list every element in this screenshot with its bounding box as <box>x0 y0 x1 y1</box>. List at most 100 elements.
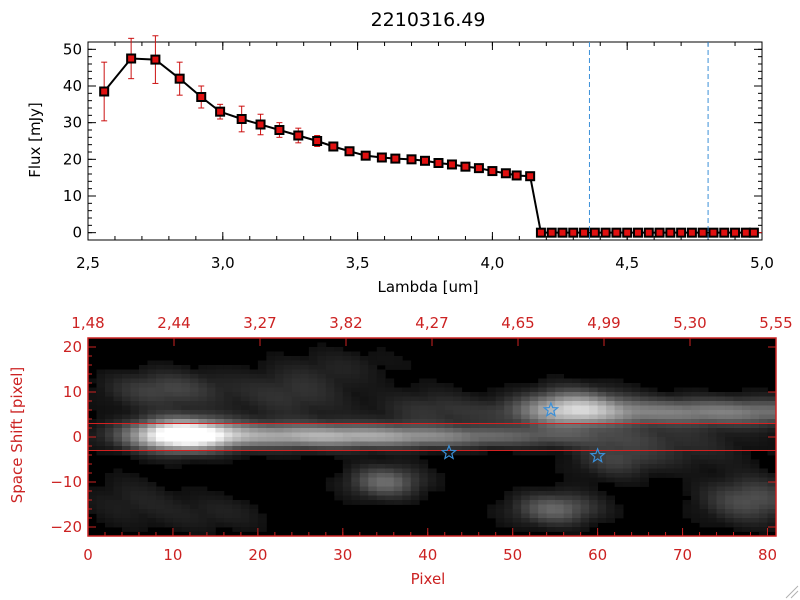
image-pixel <box>521 396 531 402</box>
top-tick-label: 3,82 <box>329 314 362 332</box>
image-pixel <box>674 428 683 433</box>
image-pixel <box>283 374 293 379</box>
image-pixel <box>121 495 131 501</box>
image-pixel <box>767 518 777 523</box>
image-pixel <box>733 405 743 411</box>
image-pixel <box>215 365 225 370</box>
image-pixel <box>300 419 310 424</box>
image-pixel <box>393 491 403 496</box>
image-pixel <box>215 504 225 510</box>
image-pixel <box>88 401 97 406</box>
image-pixel <box>189 459 199 465</box>
image-pixel <box>640 414 649 420</box>
image-pixel <box>376 455 386 460</box>
resize-grip[interactable] <box>785 585 799 599</box>
image-pixel <box>597 410 607 415</box>
image-pixel <box>708 423 717 429</box>
image-pixel <box>589 441 599 447</box>
image-pixel <box>121 437 131 442</box>
image-pixel <box>674 401 683 406</box>
image-pixel <box>597 423 607 429</box>
image-pixel <box>385 428 395 433</box>
image-pixel <box>181 423 191 429</box>
image-pixel <box>325 450 335 456</box>
data-point <box>344 146 355 157</box>
image-pixel <box>538 414 548 420</box>
image-pixel <box>555 419 565 424</box>
image-pixel <box>96 414 106 420</box>
image-pixel <box>155 437 165 442</box>
image-pixel <box>385 360 395 366</box>
image-pixel <box>759 414 768 420</box>
image-pixel <box>546 378 556 384</box>
image-pixel <box>172 423 182 429</box>
image-pixel <box>733 527 743 532</box>
image-pixel <box>308 396 318 402</box>
image-pixel <box>368 455 378 460</box>
image-pixel <box>138 414 148 420</box>
image-pixel <box>623 401 632 406</box>
image-pixel <box>232 518 242 523</box>
image-pixel <box>351 477 361 483</box>
image-pixel <box>317 401 327 406</box>
image-pixel <box>215 383 225 388</box>
image-pixel <box>461 401 471 406</box>
image-pixel <box>674 414 683 420</box>
image-pixel <box>283 414 293 420</box>
image-pixel <box>580 459 590 465</box>
image-pixel <box>155 365 165 370</box>
image-pixel <box>232 365 242 370</box>
image-pixel <box>325 477 335 483</box>
image-pixel <box>606 414 616 420</box>
image-pixel <box>572 500 582 505</box>
image-pixel <box>198 419 208 424</box>
image-pixel <box>147 396 157 402</box>
image-pixel <box>580 482 590 487</box>
image-pixel <box>767 392 777 397</box>
image-pixel <box>138 374 148 379</box>
image-pixel <box>580 441 590 447</box>
image-pixel <box>410 419 420 424</box>
image-pixel <box>759 437 768 442</box>
image-pixel <box>572 513 582 519</box>
image-pixel <box>198 369 208 375</box>
image-pixel <box>750 437 760 442</box>
image-pixel <box>461 396 471 402</box>
image-pixel <box>580 387 590 393</box>
image-pixel <box>317 351 327 357</box>
image-pixel <box>104 432 114 438</box>
image-pixel <box>385 446 395 451</box>
image-pixel <box>181 527 191 532</box>
image-pixel <box>223 374 233 379</box>
image-pixel <box>147 504 157 510</box>
image-pixel <box>351 365 361 370</box>
image-pixel <box>623 477 632 483</box>
image-pixel <box>453 419 463 424</box>
image-pixel <box>623 464 632 469</box>
image-pixel <box>96 428 106 433</box>
image-pixel <box>155 419 165 424</box>
image-pixel <box>240 414 250 420</box>
image-pixel <box>453 423 463 429</box>
image-pixel <box>172 518 182 523</box>
image-pixel <box>725 441 734 447</box>
image-pixel <box>487 513 497 519</box>
image-pixel <box>283 428 293 433</box>
image-pixel <box>623 414 632 420</box>
image-pixel <box>453 432 463 438</box>
image-pixel <box>198 401 208 406</box>
image-pixel <box>206 441 216 447</box>
image-pixel <box>164 504 174 510</box>
image-pixel <box>291 378 301 384</box>
image-pixel <box>385 414 395 420</box>
image-pixel <box>215 450 225 456</box>
image-pixel <box>521 527 531 532</box>
image-pixel <box>750 396 760 402</box>
image-pixel <box>461 410 471 415</box>
image-pixel <box>487 405 497 411</box>
image-pixel <box>597 432 607 438</box>
image-pixel <box>181 450 191 456</box>
image-pixel <box>138 486 148 492</box>
image-pixel <box>232 509 242 514</box>
image-pixel <box>164 365 174 370</box>
